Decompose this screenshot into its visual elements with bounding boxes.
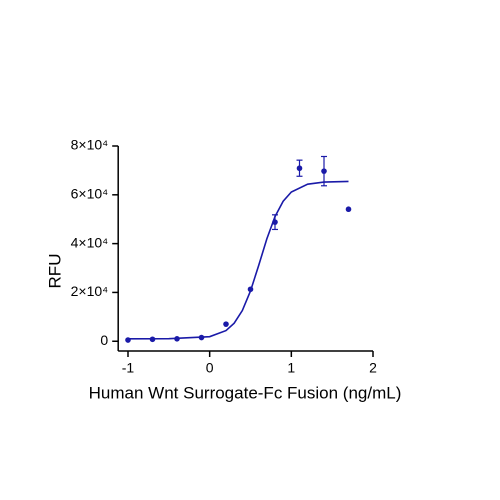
x-tick-label: 1 [287, 360, 295, 376]
y-axis-label: RFU [45, 254, 64, 289]
x-tick-label: -1 [122, 360, 135, 376]
data-point [223, 321, 229, 327]
data-point [296, 165, 303, 172]
data-point [345, 206, 352, 213]
y-tick-label: 6×10⁴ [71, 186, 109, 202]
data-point [125, 337, 131, 343]
data-point [198, 334, 205, 341]
fit-curve [127, 180, 349, 340]
y-tick-label: 8×10⁴ [71, 137, 109, 153]
data-point [272, 219, 278, 225]
y-tick-label: 0 [100, 332, 108, 348]
x-axis-label: Human Wnt Surrogate-Fc Fusion (ng/mL) [89, 383, 402, 402]
y-tick-label: 2×10⁴ [71, 283, 109, 299]
y-tick-label: 4×10⁴ [71, 234, 109, 250]
x-tick-label: 0 [206, 360, 214, 376]
data-point [174, 335, 180, 342]
data-point [247, 286, 254, 293]
x-tick-label: 2 [369, 360, 377, 376]
data-point [149, 336, 156, 343]
data-point [321, 168, 327, 174]
